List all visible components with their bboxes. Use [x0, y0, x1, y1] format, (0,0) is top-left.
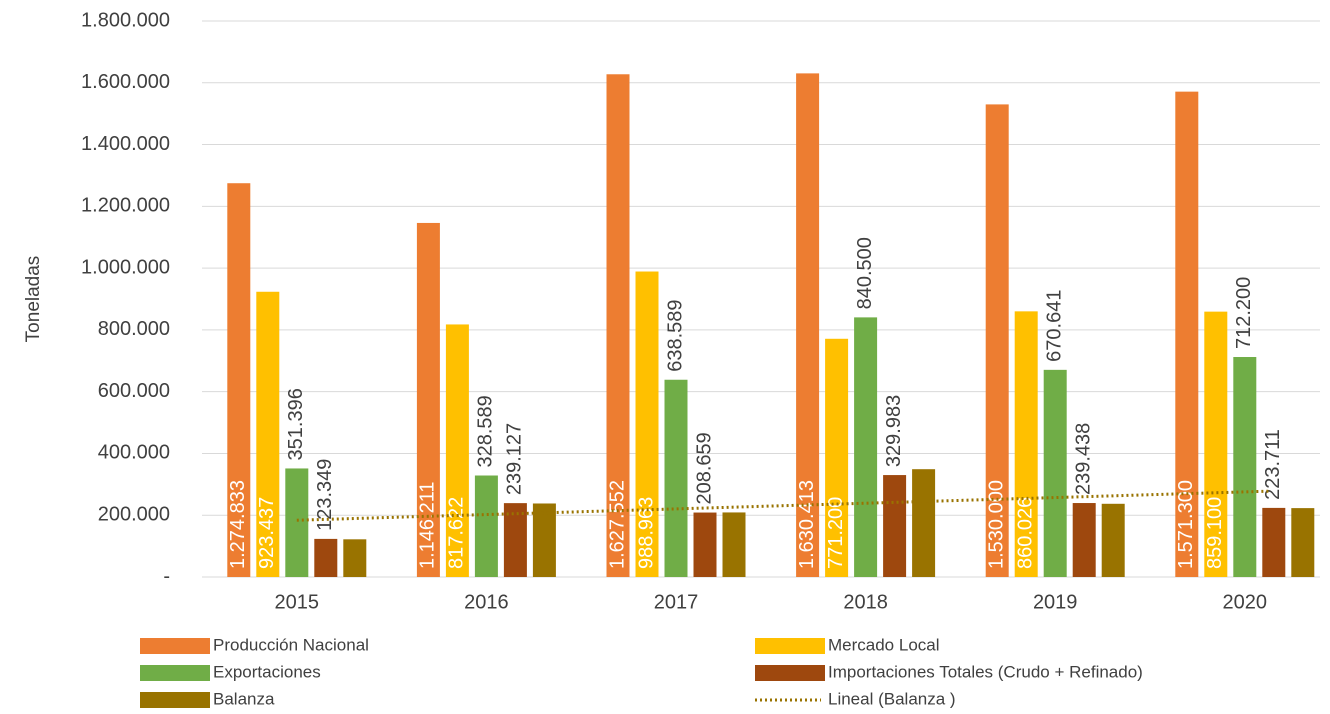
- data-label: 1.146.211: [417, 481, 439, 569]
- x-tick-label: 2019: [1033, 591, 1078, 613]
- data-label: 239.438: [1072, 423, 1094, 495]
- bar: [1175, 91, 1199, 578]
- data-label: 817.622: [446, 497, 468, 569]
- bar: [985, 104, 1009, 578]
- bar: [1262, 507, 1286, 577]
- legend-swatch: [140, 665, 210, 681]
- data-label: 923.437: [256, 497, 278, 569]
- data-label: 223.711: [1262, 429, 1284, 500]
- x-tick-label: 2016: [464, 591, 509, 613]
- bar: [825, 338, 849, 577]
- legend-swatch: [140, 692, 210, 708]
- legend-swatch: [140, 638, 210, 654]
- trend-line: [296, 489, 1270, 522]
- y-tick-label: 600.000: [98, 380, 170, 402]
- data-label: 239.127: [504, 423, 526, 495]
- y-tick-label: 1.400.000: [81, 133, 170, 155]
- y-tick-label: 1.000.000: [81, 256, 170, 278]
- legend-label: Exportaciones: [213, 662, 321, 681]
- bar: [227, 183, 251, 577]
- data-label: 328.589: [475, 395, 497, 467]
- data-label: 1.627.552: [606, 480, 628, 569]
- bar: [285, 468, 309, 577]
- legend-swatch: [755, 638, 825, 654]
- y-tick-label: 1.600.000: [81, 71, 170, 93]
- y-tick-label: 800.000: [98, 318, 170, 340]
- bar: [606, 74, 630, 577]
- bar: [416, 222, 440, 577]
- bar: [1072, 503, 1096, 577]
- y-tick-label: 400.000: [98, 442, 170, 464]
- bar: [1204, 311, 1228, 577]
- bar: [664, 379, 688, 577]
- legend-label: Mercado Local: [828, 635, 940, 654]
- data-label: 1.530.000: [985, 480, 1007, 569]
- bar: [474, 475, 498, 577]
- data-label: 329.983: [883, 395, 905, 467]
- bar: [854, 317, 878, 577]
- y-tick-label: 200.000: [98, 504, 170, 526]
- data-label: 208.659: [693, 432, 715, 504]
- bar: [343, 539, 367, 577]
- data-label: 1.274.833: [227, 480, 249, 569]
- legend-label: Importaciones Totales (Crudo + Refinado): [828, 662, 1143, 681]
- x-tick-label: 2020: [1223, 591, 1268, 613]
- bar: [1233, 357, 1257, 577]
- data-label: 1.630.413: [796, 480, 818, 569]
- bar: [722, 512, 746, 577]
- bar: [314, 538, 338, 577]
- data-label: 351.396: [285, 388, 307, 460]
- bar: [1043, 369, 1067, 577]
- bar: [912, 469, 936, 577]
- y-tick-label: 1.800.000: [81, 9, 170, 31]
- legend-swatch: [755, 665, 825, 681]
- bar: [1291, 508, 1315, 577]
- bar: [883, 475, 907, 577]
- data-label: 859.100: [1204, 497, 1226, 569]
- bar: [532, 503, 556, 577]
- legend-label: Lineal (Balanza ): [828, 689, 956, 708]
- data-label: 840.500: [854, 237, 876, 309]
- x-tick-label: 2017: [654, 591, 699, 613]
- x-tick-label: 2018: [843, 591, 888, 613]
- data-label: 670.641: [1043, 290, 1065, 362]
- data-label: 860.026: [1014, 497, 1036, 569]
- data-label: 771.200: [825, 497, 847, 569]
- y-axis-title: Toneladas: [23, 256, 44, 343]
- bar: [796, 73, 820, 577]
- data-label: 638.589: [664, 299, 686, 371]
- bar: [503, 503, 527, 577]
- data-label: 712.200: [1233, 277, 1255, 349]
- data-label: 1.571.300: [1175, 480, 1197, 569]
- data-label: 123.349: [314, 459, 336, 531]
- y-tick-label: -: [163, 565, 170, 587]
- legend-label: Balanza: [213, 689, 275, 708]
- bar: [1014, 311, 1038, 577]
- data-label: 988.963: [635, 497, 657, 569]
- x-tick-label: 2015: [275, 591, 320, 613]
- legend-label: Producción Nacional: [213, 635, 369, 654]
- bar: [256, 291, 280, 577]
- bar: [693, 512, 717, 577]
- bar: [635, 271, 659, 577]
- bar: [1101, 503, 1125, 577]
- y-tick-label: 1.200.000: [81, 195, 170, 217]
